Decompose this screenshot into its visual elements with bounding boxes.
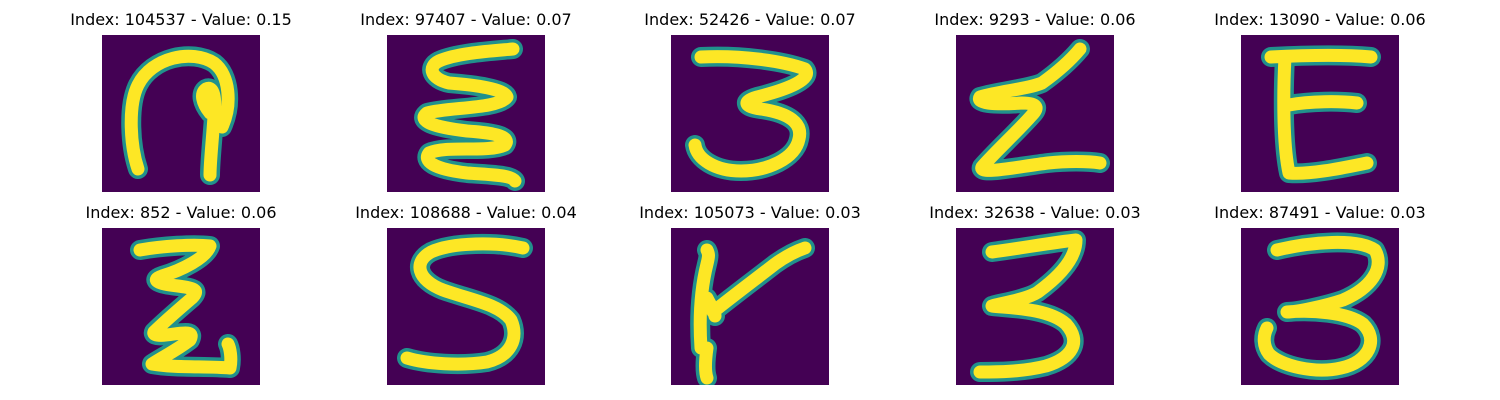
handwritten-glyph-image — [671, 35, 829, 192]
digit-image — [956, 35, 1114, 192]
image-panel: Index: 852 - Value: 0.06 — [31, 193, 331, 385]
digit-image — [671, 35, 829, 192]
digit-image — [956, 228, 1114, 385]
digit-image — [387, 228, 545, 385]
panel-title: Index: 13090 - Value: 0.06 — [1214, 10, 1426, 29]
panel-title: Index: 52426 - Value: 0.07 — [644, 10, 856, 29]
glyph-stroke-core — [1264, 49, 1378, 180]
glyph-stroke-core — [972, 42, 1107, 177]
handwritten-glyph-image — [1241, 35, 1399, 192]
image-panel: Index: 87491 - Value: 0.03 — [1170, 193, 1470, 385]
digit-image — [1241, 35, 1399, 192]
glyph-stroke-core — [973, 233, 1083, 379]
digit-image — [387, 35, 545, 192]
glyph-stroke-core — [124, 49, 235, 182]
digit-image — [102, 35, 260, 192]
handwritten-glyph-image — [387, 35, 545, 192]
image-panel: Index: 52426 - Value: 0.07 — [600, 0, 900, 192]
glyph-stroke-core — [1257, 235, 1385, 377]
digit-image — [1241, 228, 1399, 385]
panel-title: Index: 108688 - Value: 0.04 — [355, 203, 577, 222]
panel-title: Index: 87491 - Value: 0.03 — [1214, 203, 1426, 222]
glyph-stroke-core — [133, 238, 238, 375]
handwritten-glyph-image — [956, 228, 1114, 385]
panel-title: Index: 32638 - Value: 0.03 — [929, 203, 1141, 222]
image-panel: Index: 105073 - Value: 0.03 — [600, 193, 900, 385]
image-panel: Index: 104537 - Value: 0.15 — [31, 0, 331, 192]
panel-title: Index: 9293 - Value: 0.06 — [934, 10, 1136, 29]
handwritten-glyph-image — [671, 228, 829, 385]
handwritten-glyph-image — [1241, 228, 1399, 385]
digit-image — [102, 228, 260, 385]
handwritten-glyph-image — [102, 35, 260, 192]
handwritten-glyph-image — [956, 35, 1114, 192]
glyph-stroke-core — [688, 50, 813, 178]
panel-title: Index: 105073 - Value: 0.03 — [639, 203, 861, 222]
glyph-stroke-core — [400, 237, 530, 371]
image-panel: Index: 13090 - Value: 0.06 — [1170, 0, 1470, 192]
panel-title: Index: 104537 - Value: 0.15 — [70, 10, 292, 29]
handwritten-glyph-image — [102, 228, 260, 385]
image-panel: Index: 9293 - Value: 0.06 — [885, 0, 1185, 192]
digit-image — [671, 228, 829, 385]
glyph-stroke-core — [417, 42, 522, 188]
glyph-stroke-core — [693, 241, 812, 385]
image-panel: Index: 97407 - Value: 0.07 — [316, 0, 616, 192]
panel-title: Index: 97407 - Value: 0.07 — [360, 10, 572, 29]
panel-title: Index: 852 - Value: 0.06 — [85, 203, 277, 222]
handwritten-glyph-image — [387, 228, 545, 385]
image-panel: Index: 108688 - Value: 0.04 — [316, 193, 616, 385]
image-panel: Index: 32638 - Value: 0.03 — [885, 193, 1185, 385]
